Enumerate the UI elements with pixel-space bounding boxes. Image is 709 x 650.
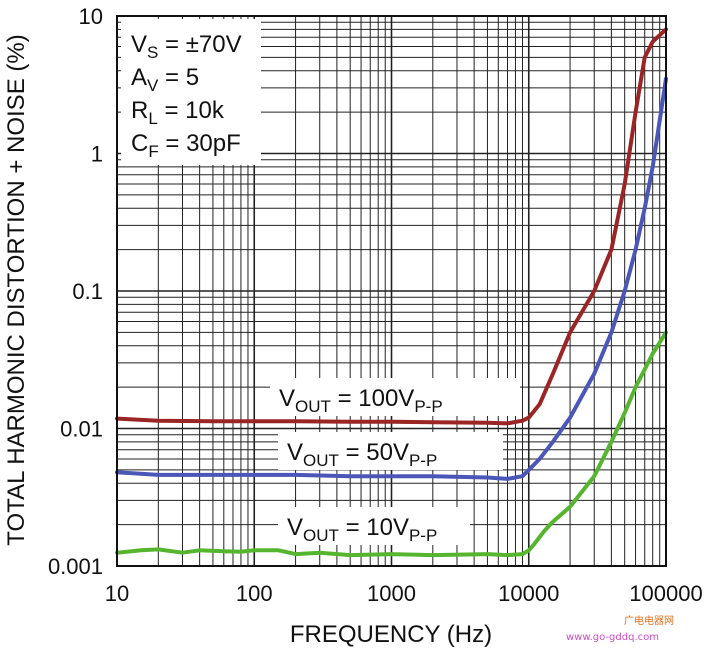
- condition-line: CF = 30pF: [131, 130, 241, 161]
- x-tick-label: 100: [236, 581, 273, 606]
- series-label-bg: [270, 378, 520, 416]
- watermark-line1: 广电电器网: [624, 614, 674, 627]
- y-axis-title: TOTAL HARMONIC DISTORTION + NOISE (%): [3, 34, 30, 545]
- series-labels: VOUT = 100VP-P VOUT = 50VP-P VOUT = 10VP-P: [270, 378, 520, 545]
- watermark-line2: www.go-gddq.com: [566, 632, 659, 643]
- condition-line: VS = ±70V: [131, 31, 242, 62]
- series-label-1: VOUT = 100VP-P: [279, 385, 443, 416]
- x-tick-label: 10: [105, 581, 129, 606]
- condition-line: RL = 10k: [131, 97, 225, 128]
- y-tick-labels: 0.001 0.01 0.1 1 10: [48, 4, 103, 579]
- x-tick-label: 100000: [629, 581, 702, 606]
- y-tick-label: 0.001: [48, 554, 103, 579]
- y-tick-label: 10: [79, 4, 103, 29]
- series-line-2: [115, 76, 668, 481]
- series-label-bg: [278, 432, 503, 470]
- plot-frame: [116, 15, 667, 567]
- series-label-2: VOUT = 50VP-P: [287, 439, 437, 470]
- x-axis-title: FREQUENCY (Hz): [290, 621, 492, 648]
- series-label-3: VOUT = 10VP-P: [287, 514, 437, 545]
- conditions-box: [121, 19, 261, 165]
- series-layer: [115, 27, 668, 558]
- y-tick-label: 0.1: [72, 279, 103, 304]
- x-tick-label: 1000: [367, 581, 416, 606]
- y-tick-label: 0.01: [60, 417, 103, 442]
- series-line-3: [115, 330, 668, 558]
- x-tick-label: 10000: [498, 581, 559, 606]
- x-tick-labels: 10 100 1000 10000 100000: [105, 581, 703, 606]
- y-tick-label: 1: [91, 142, 103, 167]
- condition-line: AV = 5: [131, 64, 199, 95]
- series-label-bg: [278, 507, 470, 545]
- series-line-1: [115, 27, 668, 426]
